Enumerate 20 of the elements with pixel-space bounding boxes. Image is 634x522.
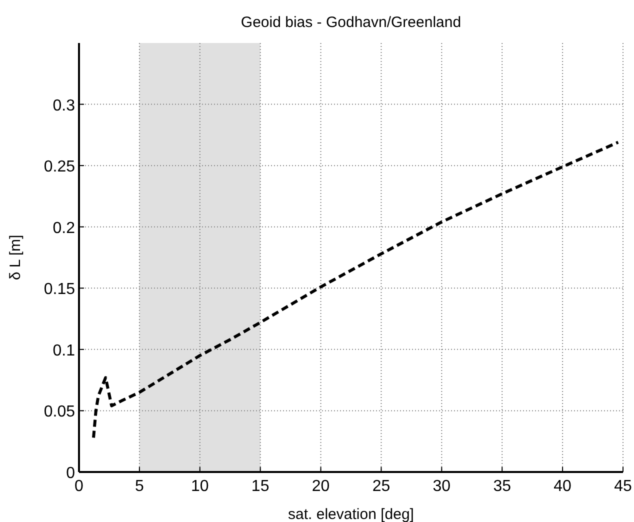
y-tick-label: 0 xyxy=(66,465,76,482)
x-tick-label: 35 xyxy=(493,478,512,495)
x-tick-label: 45 xyxy=(614,478,632,495)
x-axis-title: sat. elevation [deg] xyxy=(288,506,414,522)
x-tick-label: 25 xyxy=(372,478,390,495)
y-tick-label: 0.05 xyxy=(44,404,76,421)
y-axis-title: δ L [m] xyxy=(7,234,24,280)
x-tick-label: 10 xyxy=(190,478,209,495)
chart-title: Geoid bias - Godhavn/Greenland xyxy=(240,14,462,31)
x-tick-label: 15 xyxy=(251,478,270,495)
x-tick-label: 30 xyxy=(432,478,451,495)
y-tick-label: 0.2 xyxy=(52,220,76,237)
x-tick-label: 40 xyxy=(554,478,572,495)
x-tick-label: 20 xyxy=(312,478,330,495)
x-tick-label: 5 xyxy=(134,478,144,495)
y-tick-label: 0.3 xyxy=(52,97,76,114)
y-tick-label: 0.25 xyxy=(44,158,76,176)
y-tick-label: 0.1 xyxy=(52,342,76,360)
line-series xyxy=(92,140,620,440)
y-tick-label: 0.15 xyxy=(44,281,76,298)
